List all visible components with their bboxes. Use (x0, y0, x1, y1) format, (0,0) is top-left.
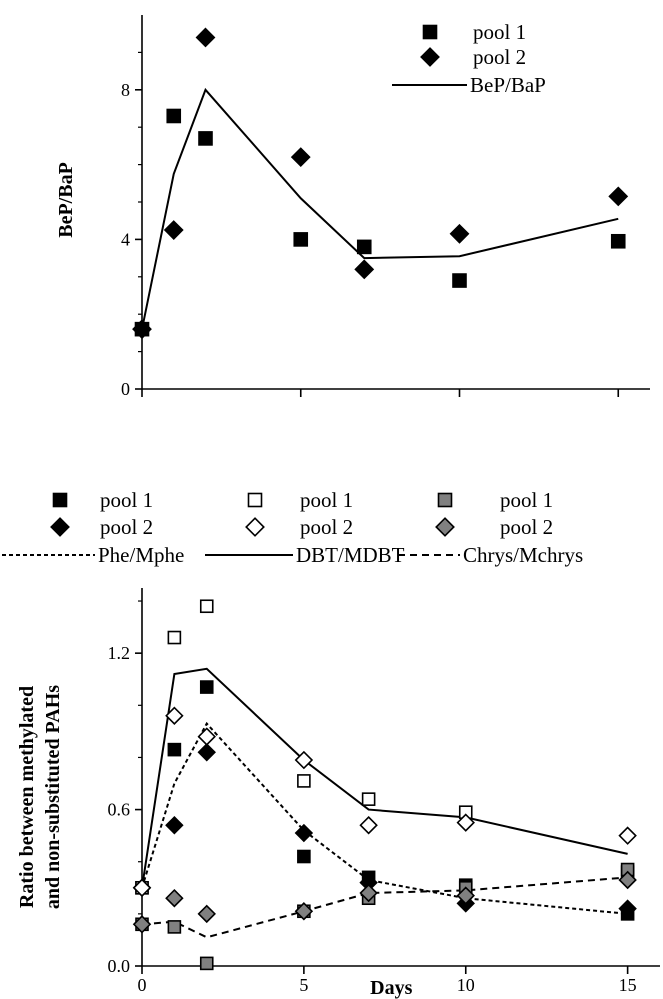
point-dbt-mdbt-pool-2-day-15 (618, 826, 637, 845)
legend-label-pool-2-0: pool 2 (100, 515, 153, 539)
point-pool-1-day-2 (198, 131, 213, 146)
point-phe-mphe-pool-1-day-2 (199, 680, 214, 694)
point-phe-mphe-pool-2-day-1 (165, 815, 184, 835)
y-tick-label-0-0: 0.0 (108, 956, 131, 976)
bottom-legend: pool 1 pool 1 pool 1 pool 2 pool 2 pool 2 Phe/… (2, 488, 583, 567)
point-chrys-mchrys-pool-2-day-10 (456, 886, 475, 905)
point-dbt-mdbt-pool-1-day-7 (361, 792, 376, 806)
bottom-lines (141, 667, 628, 939)
point-pool-2-day-7 (354, 259, 375, 280)
point-phe-mphe-pool-1-day-5 (297, 849, 311, 864)
point-dbt-mdbt-pool-2-day-7 (359, 815, 378, 835)
series-line-bep-bap (141, 87, 619, 330)
x-tick-label-15: 15 (619, 975, 637, 995)
point-pool-2-day-0 (132, 319, 152, 340)
legend-label-phe-mphe: Phe/Mphe (98, 543, 184, 567)
top-x-ticks (141, 389, 620, 397)
point-chrys-mchrys-pool-1-day-2 (199, 956, 214, 971)
point-chrys-mchrys-pool-2-day-2 (197, 904, 216, 924)
bottom-x-ticks: 0 5 10 15 (138, 966, 637, 995)
point-phe-mphe-pool-2-day-5 (294, 823, 314, 843)
bottom-y-ticks: 0.0 0.6 1.2 (108, 600, 142, 976)
point-dbt-mdbt-pool-1-day-1 (167, 630, 182, 645)
legend-label-pool-1-2: pool 1 (500, 488, 553, 512)
legend-label-bep-bap: BeP/BaP (470, 73, 546, 97)
point-pool-1-day-1 (166, 108, 182, 124)
point-chrys-mchrys-pool-2-day-1 (165, 888, 184, 908)
legend-marker-pool-1 (422, 24, 438, 40)
legend-marker-pool-1-2 (437, 492, 453, 508)
point-pool-1-day-10 (452, 273, 467, 288)
point-dbt-mdbt-pool-2-day-2 (197, 727, 216, 746)
bottom-x-axis-label: Days (370, 977, 412, 999)
y-tick-label-1-2: 1.2 (108, 643, 131, 663)
point-chrys-mchrys-pool-2-day-15 (618, 870, 637, 890)
legend-label-chrys-mchrys: Chrys/Mchrys (463, 543, 583, 567)
series-line-dbt-mdbt (141, 667, 628, 888)
y-axis-label-line-2: and non-substituted PAHs (42, 685, 64, 909)
point-dbt-mdbt-pool-2-day-0 (132, 878, 152, 898)
point-chrys-mchrys-pool-2-day-5 (294, 902, 314, 921)
point-dbt-mdbt-pool-2-day-10 (456, 813, 475, 832)
point-pool-1-day-15 (610, 233, 626, 249)
point-dbt-mdbt-pool-1-day-5 (297, 774, 311, 788)
legend-label-pool-1: pool 1 (473, 20, 526, 44)
y-tick-label-8: 8 (121, 80, 130, 100)
top-y-ticks: 0 4 8 (121, 51, 142, 399)
bottom-y-axis-label: Ratio between methylated and non-substitu… (16, 685, 64, 909)
point-phe-mphe-pool-2-day-15 (618, 899, 637, 918)
y-tick-label-0: 0 (121, 379, 130, 399)
y-tick-label-4: 4 (121, 229, 130, 249)
point-pool-2-day-10 (449, 223, 470, 244)
point-pool-2-day-15 (608, 186, 629, 207)
point-chrys-mchrys-pool-1-day-1 (167, 920, 182, 934)
bottom-chart: pool 1 pool 1 pool 1 pool 2 pool 2 pool 2 Phe/… (2, 488, 660, 999)
x-tick-label-5: 5 (299, 975, 308, 995)
legend-marker-pool-2-0 (50, 517, 70, 537)
point-pool-1-day-7 (356, 239, 372, 255)
point-dbt-mdbt-pool-1-day-2 (199, 599, 214, 614)
x-tick-label-0: 0 (138, 975, 147, 995)
top-lines (141, 87, 619, 330)
y-tick-label-0-6: 0.6 (108, 800, 131, 820)
legend-marker-pool-2 (420, 47, 440, 67)
legend-marker-pool-2-2 (435, 517, 455, 537)
legend-marker-pool-2-1 (245, 517, 265, 537)
point-phe-mphe-pool-2-day-2 (197, 743, 216, 762)
point-phe-mphe-pool-1-day-1 (167, 742, 182, 757)
point-chrys-mchrys-pool-2-day-7 (359, 883, 378, 903)
point-chrys-mchrys-pool-2-day-0 (132, 915, 152, 934)
top-y-axis-label: BeP/BaP (55, 162, 77, 238)
y-axis-label-line-1: Ratio between methylated (16, 686, 38, 908)
legend-label-pool-2-2: pool 2 (500, 515, 553, 539)
point-pool-1-day-5 (293, 232, 309, 247)
legend-label-pool-1-0: pool 1 (100, 488, 153, 512)
point-pool-2-day-1 (163, 220, 184, 240)
bottom-points (132, 599, 637, 971)
legend-label-dbt-mdbt: DBT/MDBT (296, 543, 405, 567)
x-tick-label-10: 10 (457, 975, 475, 995)
legend-marker-pool-1-1 (247, 492, 263, 508)
legend-label-pool-2: pool 2 (473, 45, 526, 69)
legend-marker-pool-1-0 (52, 492, 68, 508)
legend-label-pool-2-1: pool 2 (300, 515, 353, 539)
top-points (132, 27, 629, 340)
point-dbt-mdbt-pool-2-day-1 (165, 706, 184, 725)
legend-label-pool-1-1: pool 1 (300, 488, 353, 512)
point-pool-2-day-2 (195, 27, 216, 48)
point-dbt-mdbt-pool-2-day-5 (294, 750, 314, 770)
point-pool-2-day-5 (290, 147, 311, 168)
